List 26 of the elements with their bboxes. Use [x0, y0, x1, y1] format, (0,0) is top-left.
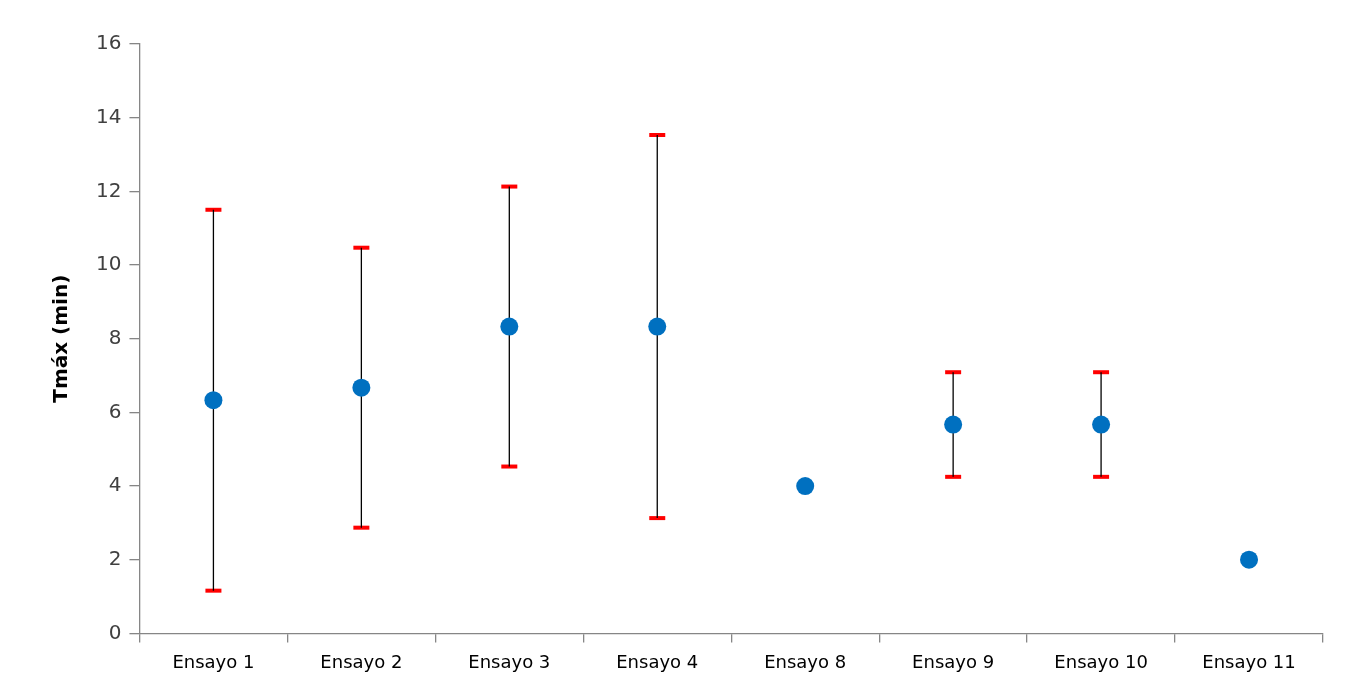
y-tick-label: 16 — [96, 30, 122, 55]
point — [352, 378, 371, 397]
y-tick-label: 6 — [108, 398, 122, 423]
y-tick-label: 2 — [108, 545, 122, 570]
x-tick-label: Ensayo 8 — [764, 650, 847, 672]
y-tick-label: 14 — [96, 103, 122, 128]
y-tick-label: 12 — [96, 177, 122, 202]
point — [796, 477, 815, 496]
y-tick-label: 10 — [96, 251, 122, 276]
x-tick-label: Ensayo 3 — [468, 650, 551, 672]
x-tick-label: Ensayo 1 — [172, 650, 255, 672]
x-tick-label: Ensayo 2 — [320, 650, 403, 672]
point — [648, 317, 667, 336]
point — [944, 415, 963, 434]
y-axis-title: Tmáx (min) — [48, 274, 73, 403]
point — [1240, 550, 1259, 569]
x-tick-label: Ensayo 10 — [1054, 650, 1148, 672]
x-tick-label: Ensayo 4 — [616, 650, 699, 672]
y-tick-label: 4 — [108, 472, 122, 497]
x-tick-label: Ensayo 11 — [1202, 650, 1296, 672]
x-tick-label: Ensayo 9 — [912, 650, 995, 672]
point — [500, 317, 519, 336]
y-tick-label: 0 — [108, 619, 122, 644]
point — [1092, 415, 1111, 434]
y-tick-label: 8 — [108, 324, 122, 349]
point — [204, 391, 223, 410]
